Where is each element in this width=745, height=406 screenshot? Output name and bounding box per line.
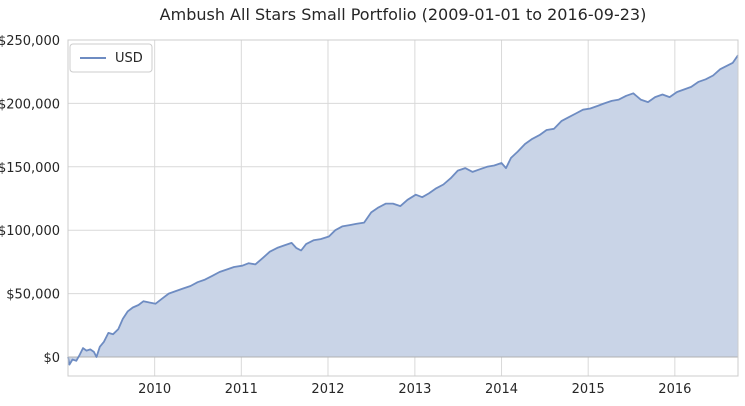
legend-label-usd: USD [115,51,143,66]
x-tick-label: 2013 [398,382,431,397]
y-tick-label: $100,000 [0,224,60,239]
area-fill [68,55,738,365]
y-axis: $0 $50,000 $100,000 $150,000 $200,000 $250,00… [0,34,60,366]
y-tick-label: $0 [43,351,60,366]
legend-box [69,43,153,73]
x-tick-label: 2012 [311,382,344,397]
x-axis: 2010 2011 2012 2013 2014 2015 2016 [138,382,691,397]
series-line-usd [67,54,739,366]
x-tick-label: 2010 [138,382,171,397]
plot-frame [67,39,739,377]
legend: USD [69,43,153,73]
y-tick-label: $200,000 [0,97,60,112]
plot-area [67,54,739,366]
y-tick-label: $250,000 [0,34,60,49]
y-tick-label: $150,000 [0,161,60,176]
y-tick-label: $50,000 [6,288,60,303]
plot-border [67,39,739,377]
x-tick-label: 2014 [485,382,518,397]
x-tick-label: 2011 [225,382,258,397]
x-tick-label: 2016 [658,382,691,397]
chart-title: Ambush All Stars Small Portfolio (2009-0… [160,5,647,24]
x-tick-label: 2015 [572,382,605,397]
